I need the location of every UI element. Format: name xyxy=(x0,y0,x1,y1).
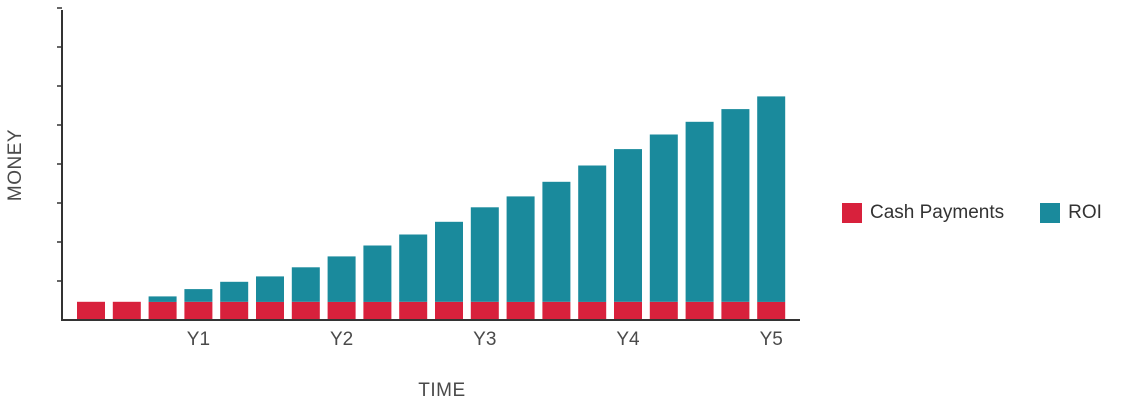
roi-bar-9 xyxy=(363,245,392,302)
roi-bar-3 xyxy=(148,296,177,302)
cash-payments-bar-19 xyxy=(721,301,750,320)
cash-payments-bar-20 xyxy=(757,301,786,320)
roi-bar-16 xyxy=(614,149,642,302)
cash-payments-bar-13 xyxy=(506,301,535,320)
cash-payments-bar-14 xyxy=(542,301,571,320)
legend-item-cash-payments: Cash Payments xyxy=(842,202,1004,224)
x-tick-label-y1: Y1 xyxy=(187,329,210,350)
cash-payments-bar-3 xyxy=(148,301,177,320)
roi-bar-17 xyxy=(649,134,678,302)
cash-payments-bar-6 xyxy=(256,301,284,320)
x-axis-label: TIME xyxy=(418,380,465,400)
roi-bar-20 xyxy=(757,96,786,302)
roi-bar-10 xyxy=(399,234,428,302)
x-tick-label-y4: Y4 xyxy=(616,329,640,350)
cash-payments-bar-12 xyxy=(470,301,499,320)
roi-bar-12 xyxy=(470,207,499,302)
y-ticks-group xyxy=(57,7,62,282)
cash-payments-bar-4 xyxy=(184,301,213,320)
roi-bar-14 xyxy=(542,181,571,302)
roi-bar-7 xyxy=(291,267,320,302)
cash-payments-bar-15 xyxy=(578,301,607,320)
cash-payments-bar-18 xyxy=(685,301,714,320)
x-tick-label-y5: Y5 xyxy=(760,329,783,350)
cash-payments-bar-17 xyxy=(649,301,678,320)
roi-bar-15 xyxy=(578,165,607,302)
cash-payments-bar-9 xyxy=(363,301,392,320)
roi-bar-6 xyxy=(256,276,284,302)
bars-group xyxy=(77,96,786,320)
cash-payments-bar-5 xyxy=(220,301,249,320)
cash-payments-bar-10 xyxy=(399,301,428,320)
y-axis-label: MONEY xyxy=(5,129,26,201)
axes-group xyxy=(61,10,800,321)
x-tick-labels-group: Y1 Y2 Y3 Y4 Y5 xyxy=(187,329,783,350)
roi-bar-11 xyxy=(435,221,463,302)
x-tick-label-y2: Y2 xyxy=(330,329,353,350)
cash-payments-bar-8 xyxy=(327,301,356,320)
cash-payments-bar-7 xyxy=(291,301,320,320)
roi-bar-4 xyxy=(184,289,213,302)
cash-payments-bar-1 xyxy=(77,301,105,320)
cash-payments-bar-16 xyxy=(614,301,642,320)
cash-payments-swatch xyxy=(842,203,862,223)
legend: Cash Payments ROI xyxy=(842,202,1102,224)
roi-bar-13 xyxy=(506,196,535,302)
roi-bar-5 xyxy=(220,281,249,302)
x-tick-label-y3: Y3 xyxy=(473,329,496,350)
legend-label-cash-payments: Cash Payments xyxy=(870,202,1005,223)
legend-item-roi: ROI xyxy=(1040,202,1102,224)
roi-swatch xyxy=(1040,203,1061,223)
cash-payments-bar-11 xyxy=(435,301,463,320)
roi-bar-19 xyxy=(721,109,750,302)
legend-label-roi: ROI xyxy=(1068,202,1102,223)
roi-bar-8 xyxy=(327,256,356,302)
roi-bar-18 xyxy=(685,121,714,302)
cash-payments-bar-2 xyxy=(112,301,141,320)
